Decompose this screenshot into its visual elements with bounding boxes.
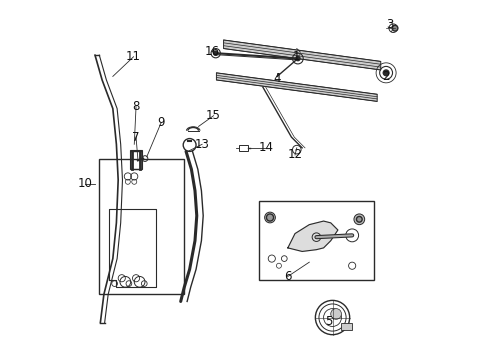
Polygon shape xyxy=(217,73,377,102)
Circle shape xyxy=(356,216,362,222)
Polygon shape xyxy=(288,221,338,251)
Text: 13: 13 xyxy=(195,138,210,151)
Circle shape xyxy=(383,70,389,76)
Circle shape xyxy=(265,212,275,223)
Text: 12: 12 xyxy=(288,148,302,162)
Bar xyxy=(239,145,247,151)
Text: 8: 8 xyxy=(132,100,140,113)
Text: 7: 7 xyxy=(132,131,140,144)
Text: 11: 11 xyxy=(126,50,141,63)
Text: 9: 9 xyxy=(157,116,165,129)
Circle shape xyxy=(214,51,218,55)
Text: 5: 5 xyxy=(325,315,333,328)
Text: 10: 10 xyxy=(77,177,93,190)
Bar xyxy=(342,323,352,330)
Circle shape xyxy=(267,214,273,221)
Text: 6: 6 xyxy=(284,270,292,283)
Text: 2: 2 xyxy=(382,70,390,83)
Text: 16: 16 xyxy=(205,45,220,58)
Bar xyxy=(259,202,373,280)
Polygon shape xyxy=(223,40,381,70)
Text: 14: 14 xyxy=(259,141,274,154)
Circle shape xyxy=(331,309,342,319)
Circle shape xyxy=(392,25,398,31)
Bar xyxy=(98,158,184,294)
Circle shape xyxy=(296,57,300,61)
Text: 3: 3 xyxy=(386,18,393,31)
Bar xyxy=(130,150,143,169)
Text: 1: 1 xyxy=(293,50,300,63)
Circle shape xyxy=(354,214,365,225)
Text: 4: 4 xyxy=(273,72,281,85)
Text: 15: 15 xyxy=(206,109,221,122)
